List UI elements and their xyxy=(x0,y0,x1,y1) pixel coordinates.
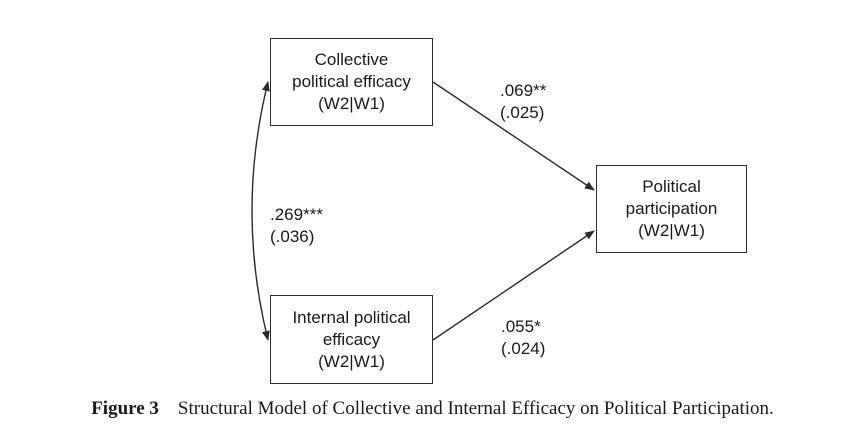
figure-caption-spacer xyxy=(164,398,174,419)
coefficient-standard-error: (.036) xyxy=(270,227,315,246)
node-label-line: Political xyxy=(642,177,701,196)
node-internal-political-efficacy: Internal political efficacy (W2|W1) xyxy=(270,295,433,384)
arrow-correlation-curve xyxy=(251,81,270,341)
node-label-line: (W2|W1) xyxy=(638,221,705,240)
coefficient-estimate: .055* xyxy=(501,317,541,336)
node-label-line: Collective xyxy=(314,50,389,69)
figure-caption: Figure 3 Structural Model of Collective … xyxy=(0,396,865,422)
coefficient-estimate: .269*** xyxy=(270,205,323,224)
path-coefficient-collective: .069** (.025) xyxy=(500,80,546,124)
coefficient-standard-error: (.024) xyxy=(501,339,546,358)
path-coefficient-internal: .055* (.024) xyxy=(501,316,545,360)
coefficient-standard-error: (.025) xyxy=(500,103,545,122)
node-collective-political-efficacy: Collective political efficacy (W2|W1) xyxy=(270,38,433,126)
coefficient-estimate: .069** xyxy=(500,81,547,100)
node-label-line: participation xyxy=(625,199,718,218)
correlation-coefficient: .269*** (.036) xyxy=(270,204,323,248)
arrow-internal-to-participation xyxy=(432,230,595,341)
node-label-line: (W2|W1) xyxy=(318,94,385,113)
node-label-line: Internal political xyxy=(292,307,411,327)
node-label-line: (W2|W1) xyxy=(318,351,385,371)
arrow-collective-to-participation xyxy=(432,81,595,191)
node-label-line: political efficacy xyxy=(292,72,411,91)
figure-caption-label: Figure 3 xyxy=(91,398,159,419)
node-political-participation: Political participation (W2|W1) xyxy=(596,165,747,253)
figure-caption-text: Structural Model of Collective and Inter… xyxy=(177,398,774,419)
node-label-line: efficacy xyxy=(322,329,381,349)
